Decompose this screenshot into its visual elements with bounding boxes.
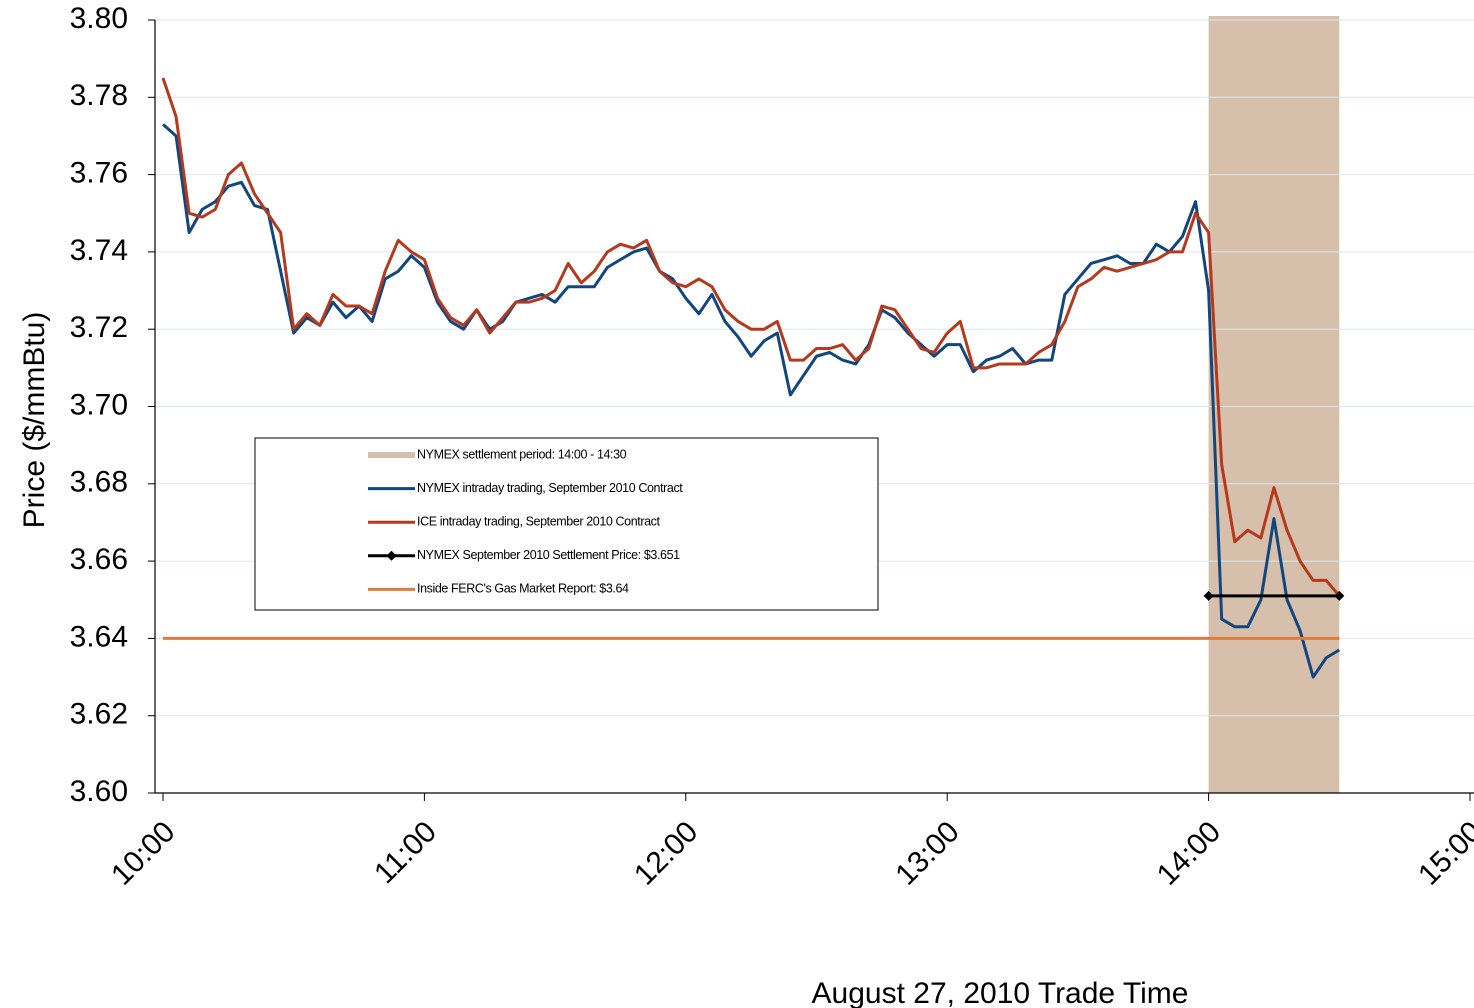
y-tick-label: 3.68 <box>70 466 128 499</box>
point-marker <box>1203 590 1214 601</box>
x-tick-label: 13:00 <box>889 815 965 891</box>
legend-label: NYMEX September 2010 Settlement Price: $… <box>417 548 680 562</box>
settlement-band <box>1208 16 1340 793</box>
x-tick-label: 14:00 <box>1151 815 1227 891</box>
legend-box <box>254 437 879 611</box>
y-tick-label: 3.64 <box>70 620 128 653</box>
y-axis-label: Price ($/mmBtu) <box>18 312 51 529</box>
x-tick-label: 12:00 <box>628 815 704 891</box>
x-tick-label: 11:00 <box>368 815 443 890</box>
legend-label: NYMEX intraday trading, September 2010 C… <box>417 481 683 495</box>
x-tick-label: 15:00 <box>1412 815 1474 891</box>
y-tick-label: 3.76 <box>70 157 128 190</box>
legend-label: NYMEX settlement period: 14:00 - 14:30 <box>417 447 627 461</box>
series-line <box>161 77 1341 597</box>
y-tick-label: 3.70 <box>70 388 128 421</box>
data-layer <box>161 77 1345 679</box>
point-marker <box>1334 590 1345 601</box>
y-tick-label: 3.74 <box>70 234 128 267</box>
y-tick-label: 3.60 <box>70 775 128 808</box>
y-tick-label: 3.62 <box>70 698 128 731</box>
y-tick-label: 3.80 <box>70 2 128 35</box>
legend-marker <box>386 550 397 561</box>
legend-label: ICE intraday trading, September 2010 Con… <box>417 514 660 528</box>
y-tick-label: 3.78 <box>70 79 128 112</box>
legend: NYMEX settlement period: 14:00 - 14:30 NY… <box>254 437 879 611</box>
x-tick-label: 10:00 <box>105 815 181 891</box>
y-tick-label: 3.72 <box>70 311 128 344</box>
x-axis-label: August 27, 2010 Trade Time <box>812 977 1189 1008</box>
legend-label: Inside FERC's Gas Market Report: $3.64 <box>417 582 629 596</box>
band-layer <box>1208 16 1340 793</box>
y-tick-label: 3.66 <box>70 543 128 576</box>
